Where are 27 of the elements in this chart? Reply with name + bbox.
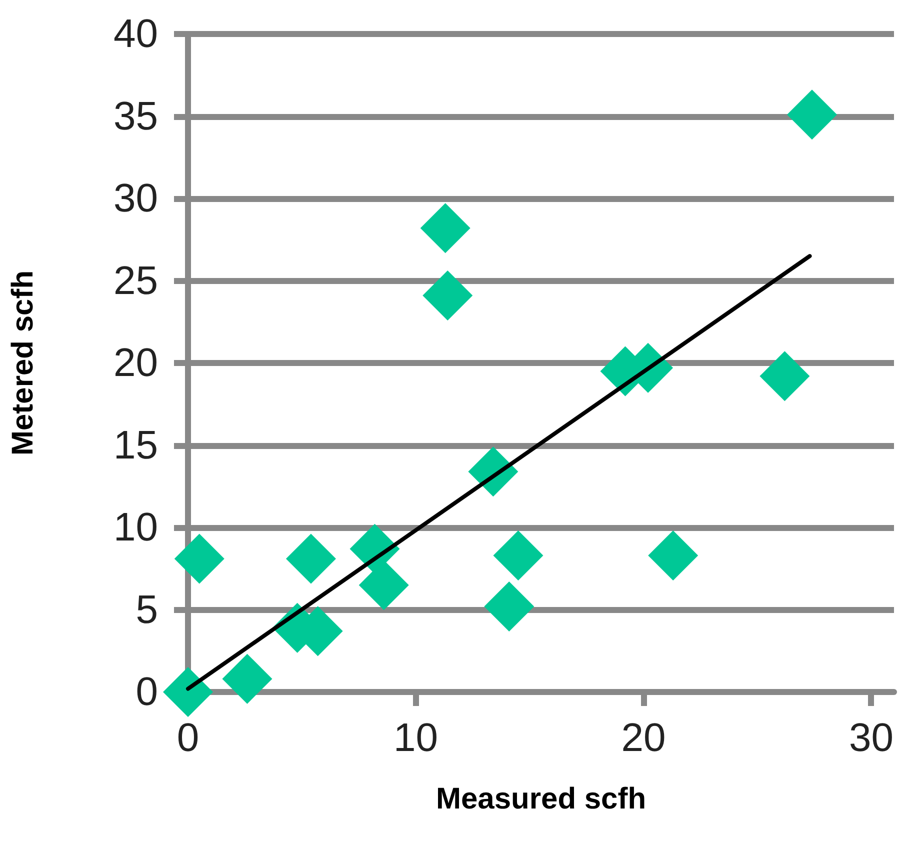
y-tick-label: 15 [114, 423, 158, 468]
y-tick-label: 0 [136, 670, 158, 714]
point [420, 203, 470, 254]
point [422, 270, 473, 321]
point [493, 530, 544, 580]
x-tick-label: 10 [393, 716, 438, 760]
y-tick-label: 5 [136, 588, 158, 632]
point [648, 530, 698, 580]
y-tick-label: 20 [114, 341, 158, 385]
y-tick-label: 30 [114, 176, 158, 220]
y-tick-label: 10 [114, 506, 158, 550]
x-tick-label: 20 [621, 716, 666, 760]
point [484, 581, 534, 632]
point [787, 90, 838, 140]
point [358, 560, 409, 610]
y-tick-label: 25 [114, 258, 158, 303]
point [174, 534, 224, 584]
point [286, 534, 336, 584]
x-tick-label: 0 [176, 716, 200, 760]
x-axis-title: Measured scfh [436, 782, 646, 816]
y-tick-label: 35 [114, 94, 158, 138]
point [760, 351, 810, 402]
y-tick-label: 40 [114, 12, 158, 56]
point [163, 667, 213, 717]
x-tick-label: 30 [848, 716, 894, 760]
point [222, 654, 272, 704]
y-axis-title: Metered scfh [6, 270, 40, 456]
